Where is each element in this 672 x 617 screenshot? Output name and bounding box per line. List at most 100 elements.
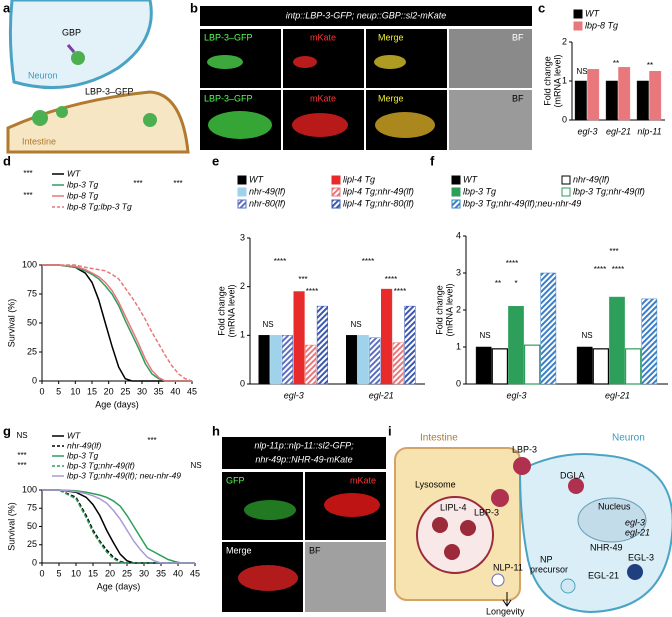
channel-label: Merge: [226, 545, 252, 555]
bar: [574, 80, 587, 121]
significance: NS: [190, 461, 201, 470]
legend-label: lbp-3 Tg: [67, 450, 98, 460]
legend-label: lipl-4 Tg: [343, 174, 375, 184]
legend-label: lbp-3 Tg;nhr-49(lf); neu-nhr-49: [67, 470, 181, 480]
label: egl-3: [625, 517, 645, 527]
legend-label: lbp-3 Tg;nhr-49(lf): [67, 460, 135, 470]
x-tick-label: 25: [120, 386, 130, 396]
x-tick-label: 10: [70, 386, 80, 396]
y-tick-label: 50: [27, 521, 37, 531]
channel-label: LBP-3–GFP: [204, 93, 253, 103]
bar: [346, 335, 358, 385]
legend-swatch: [451, 187, 461, 197]
significance: **: [613, 59, 619, 68]
micrograph: [305, 542, 386, 612]
legend-swatch: [237, 199, 247, 209]
x-tick-label: 5: [56, 386, 61, 396]
gbp: [66, 44, 76, 53]
label: Intestine: [420, 433, 458, 444]
significance: ****: [385, 275, 397, 284]
bar: [576, 346, 593, 385]
bar: [636, 80, 649, 121]
signal: [374, 55, 406, 69]
gfp-blob: [143, 113, 157, 127]
x-tick-label: 20: [104, 386, 114, 396]
bar: [624, 348, 642, 385]
legend-swatch: [561, 187, 571, 197]
bar: [392, 342, 404, 385]
significance: NS: [16, 431, 27, 440]
x-tick-label: 30: [139, 568, 149, 578]
significance: ****: [506, 259, 518, 268]
lipl-4: [432, 517, 448, 533]
label: Intestine: [22, 136, 56, 146]
gfp-blob: [32, 110, 48, 126]
legend-label: nhr-49(lf): [573, 174, 609, 184]
significance: ***: [147, 436, 156, 445]
channel-label: Merge: [378, 32, 404, 42]
significance: ***: [17, 451, 26, 460]
survival-curve: [42, 489, 195, 564]
panel-label: c: [538, 0, 545, 15]
x-tick-label: 15: [87, 386, 97, 396]
label: EGL-21: [588, 570, 619, 580]
significance: ***: [23, 191, 32, 200]
y-tick-label: 25: [27, 346, 37, 356]
legend-label: lbp-3 Tg: [463, 186, 496, 196]
y-axis-label: (mRNA level): [226, 284, 236, 337]
x-tick-label: egl-21: [606, 126, 631, 136]
bar: [587, 69, 600, 121]
y-axis-label: (mRNA level): [552, 54, 562, 107]
label: Neuron: [612, 433, 645, 444]
channel-label: GFP: [226, 475, 245, 485]
x-tick-label: egl-3: [284, 390, 304, 400]
significance: ****: [594, 265, 606, 274]
bar: [523, 344, 541, 385]
micrograph: [449, 90, 532, 150]
y-tick-label: 75: [27, 288, 37, 298]
significance: **: [647, 61, 653, 70]
bar: [305, 344, 317, 385]
y-axis-label: Survival (%): [6, 502, 16, 551]
y-axis-label: Fold change: [216, 286, 226, 336]
y-tick-label: 0: [32, 375, 37, 385]
significance: **: [495, 279, 501, 288]
significance: ***: [133, 179, 142, 188]
legend-label: WT: [67, 430, 81, 440]
label: NP: [540, 554, 553, 564]
micrograph: [449, 29, 532, 88]
label: LIPL-4: [440, 502, 467, 512]
significance: NS: [581, 331, 592, 340]
x-tick-label: 45: [190, 568, 200, 578]
survival-curve: [42, 264, 193, 382]
significance: ***: [173, 179, 182, 188]
x-tick-label: egl-21: [605, 390, 630, 400]
significance: NS: [262, 320, 273, 329]
y-axis-label: Survival (%): [6, 299, 16, 348]
label: Lysosome: [415, 479, 456, 489]
significance: ****: [394, 287, 406, 296]
bar: [605, 80, 618, 121]
y-tick-label: 2: [456, 304, 461, 314]
x-axis-label: Age (days): [95, 399, 139, 409]
x-tick-label: 35: [156, 568, 166, 578]
label: Neuron: [28, 70, 58, 80]
x-tick-label: 30: [137, 386, 147, 396]
legend-label: lipl-4 Tg;nhr-80(lf): [343, 198, 414, 208]
x-tick-label: 40: [173, 568, 183, 578]
bar: [592, 348, 610, 385]
survival-curve: [42, 489, 195, 564]
y-axis-label: (mRNA level): [444, 283, 454, 336]
bar: [404, 305, 416, 385]
significance: NS: [479, 331, 490, 340]
y-tick-label: 2: [240, 281, 245, 291]
bar: [381, 288, 393, 385]
panel-label: g: [3, 423, 11, 438]
y-tick-label: 0: [562, 114, 567, 124]
significance: *: [514, 279, 517, 288]
x-tick-label: 0: [39, 568, 44, 578]
legend-label: nhr-49(lf): [67, 440, 101, 450]
y-tick-label: 50: [27, 317, 37, 327]
panel-i: Intestine Neuron Lysosome LIPL-4 LBP-3 D…: [394, 433, 672, 616]
signal: [238, 565, 298, 591]
